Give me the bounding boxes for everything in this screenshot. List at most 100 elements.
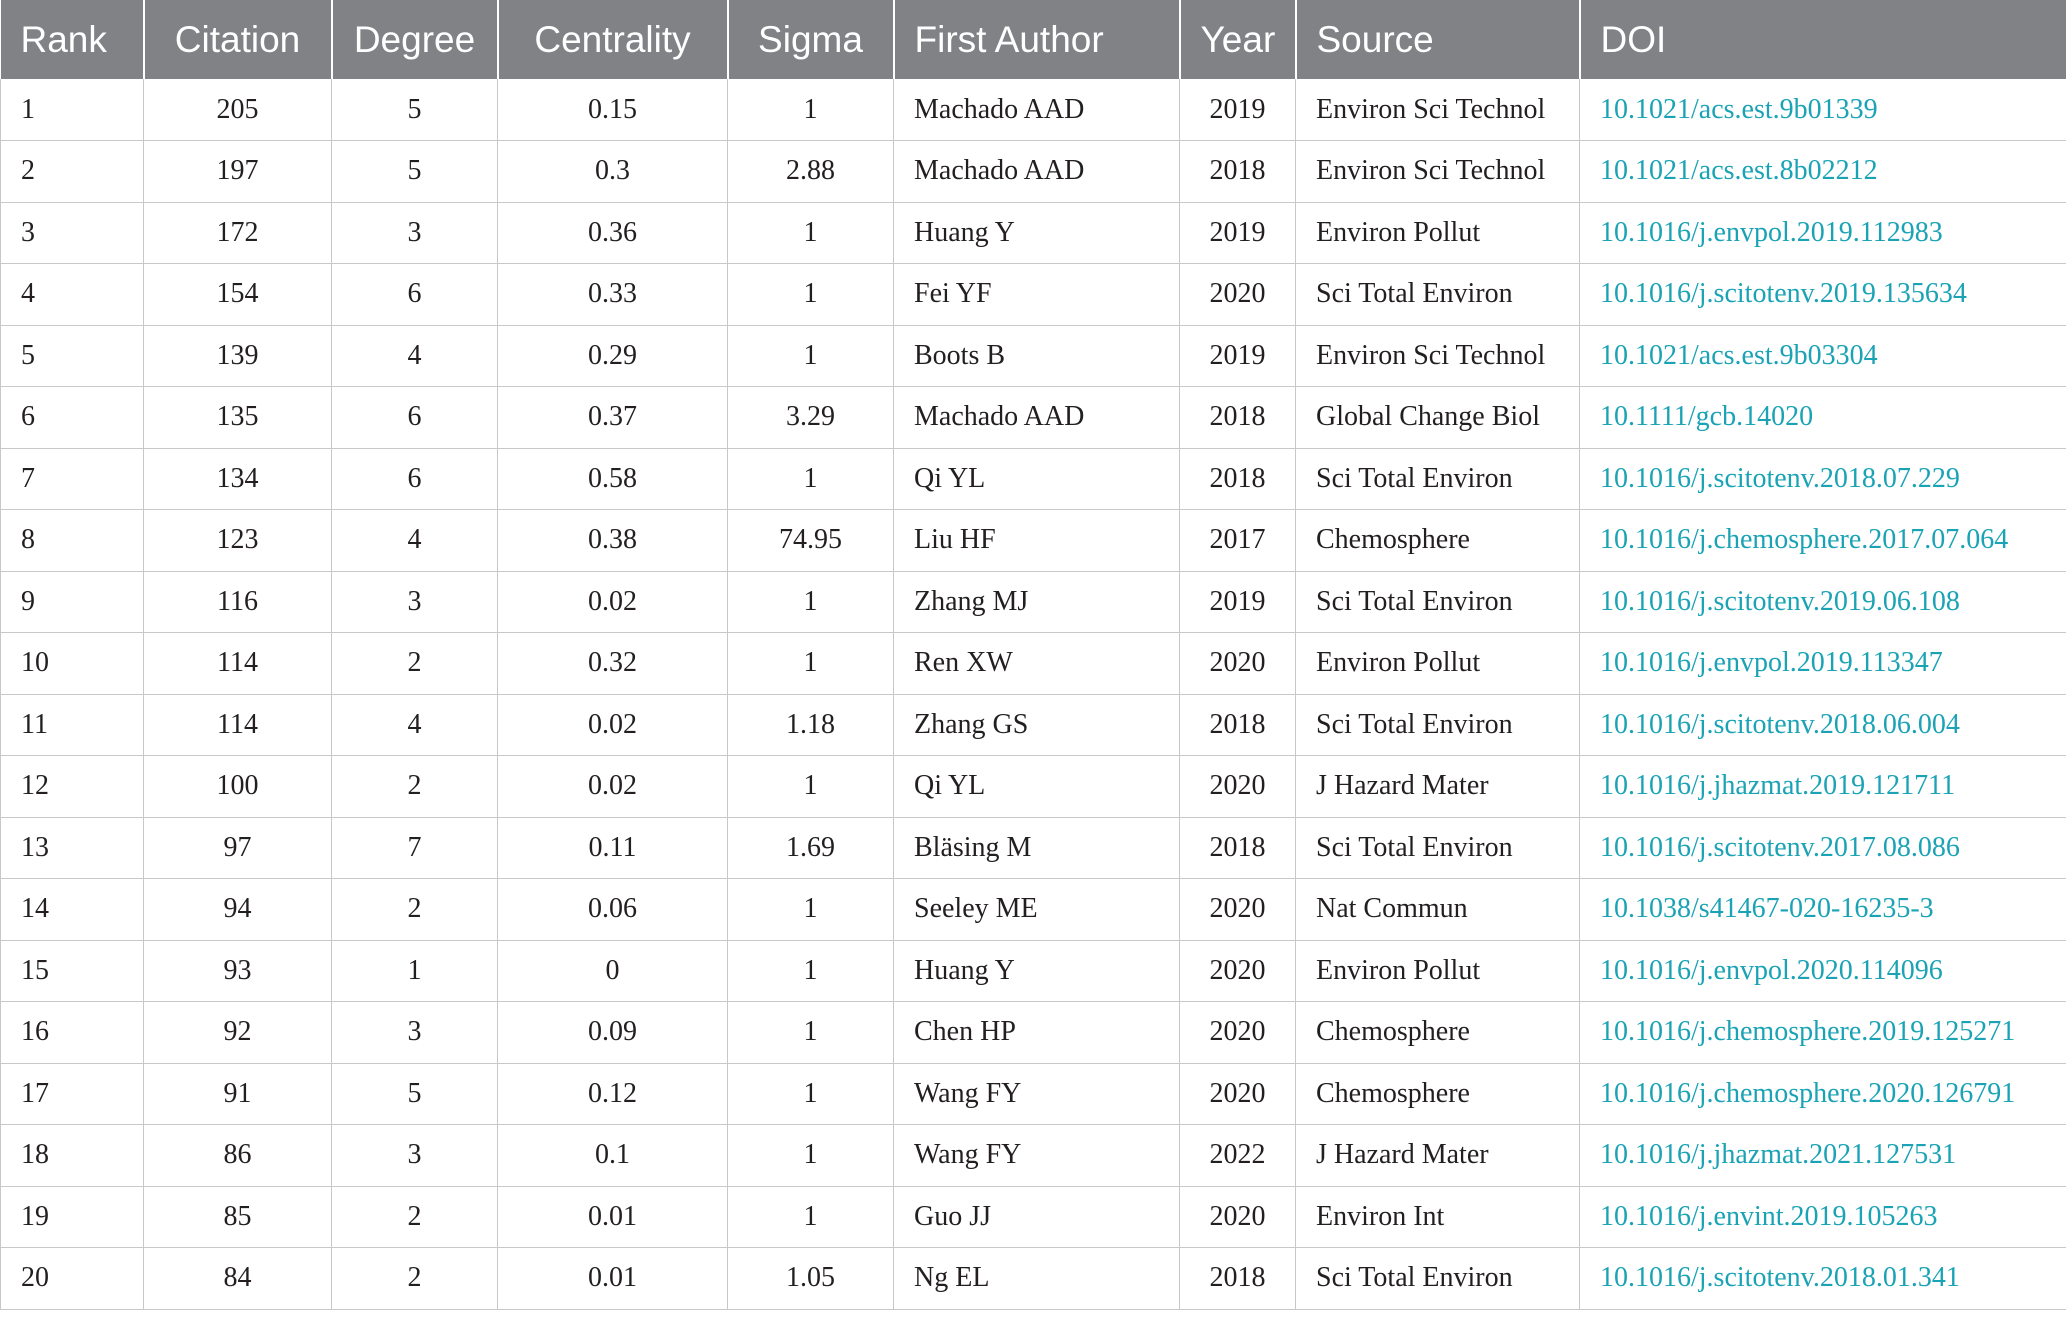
- cell-degree: 4: [331, 694, 498, 756]
- cell-year: 2018: [1179, 817, 1296, 879]
- cell-first-author: Huang Y: [893, 940, 1180, 1002]
- cell-centrality: 0.33: [497, 263, 728, 326]
- cell-first-author: Machado AAD: [893, 79, 1180, 141]
- cell-year: 2020: [1179, 1063, 1296, 1125]
- cell-first-author: Ng EL: [893, 1247, 1180, 1310]
- doi-link[interactable]: 10.1021/acs.est.9b01339: [1579, 79, 2066, 141]
- cell-sigma: 1: [727, 940, 894, 1002]
- cell-citation: 197: [143, 140, 332, 203]
- cell-rank: 20: [0, 1247, 144, 1310]
- cell-rank: 16: [0, 1001, 144, 1064]
- cell-rank: 11: [0, 694, 144, 756]
- cell-centrality: 0.02: [497, 694, 728, 756]
- doi-link[interactable]: 10.1016/j.scitotenv.2018.06.004: [1579, 694, 2066, 756]
- doi-link[interactable]: 10.1016/j.envpol.2019.113347: [1579, 632, 2066, 695]
- doi-link[interactable]: 10.1016/j.chemosphere.2017.07.064: [1579, 509, 2066, 572]
- table-row: 7 134 6 0.58 1 Qi YL 2018 Sci Total Environ 10.1…: [0, 448, 2066, 510]
- cell-degree: 7: [331, 817, 498, 879]
- cell-first-author: Machado AAD: [893, 140, 1180, 203]
- table-row: 10 114 2 0.32 1 Ren XW 2020 Environ Pollut 10.10…: [0, 632, 2066, 695]
- cell-year: 2020: [1179, 755, 1296, 818]
- cell-source: Chemosphere: [1295, 1063, 1580, 1125]
- cell-citation: 134: [143, 448, 332, 510]
- doi-link[interactable]: 10.1016/j.scitotenv.2019.06.108: [1579, 571, 2066, 633]
- cell-citation: 205: [143, 79, 332, 141]
- doi-link[interactable]: 10.1016/j.jhazmat.2019.121711: [1579, 755, 2066, 818]
- cell-source: Environ Sci Technol: [1295, 140, 1580, 203]
- cell-year: 2020: [1179, 1186, 1296, 1248]
- cell-citation: 86: [143, 1124, 332, 1187]
- cell-sigma: 2.88: [727, 140, 894, 203]
- cell-rank: 2: [0, 140, 144, 203]
- cell-rank: 10: [0, 632, 144, 695]
- cell-citation: 123: [143, 509, 332, 572]
- cell-rank: 1: [0, 79, 144, 141]
- cell-sigma: 1: [727, 571, 894, 633]
- doi-link[interactable]: 10.1111/gcb.14020: [1579, 386, 2066, 449]
- cell-citation: 84: [143, 1247, 332, 1310]
- cell-source: Environ Pollut: [1295, 202, 1580, 264]
- cell-source: Sci Total Environ: [1295, 571, 1580, 633]
- header-source: Source: [1295, 0, 1581, 79]
- table-row: 11 114 4 0.02 1.18 Zhang GS 2018 Sci Total Envi…: [0, 694, 2066, 756]
- cell-rank: 3: [0, 202, 144, 264]
- cell-degree: 3: [331, 571, 498, 633]
- cell-degree: 6: [331, 263, 498, 326]
- cell-first-author: Boots B: [893, 325, 1180, 387]
- doi-link[interactable]: 10.1016/j.scitotenv.2018.01.341: [1579, 1247, 2066, 1310]
- doi-link[interactable]: 10.1021/acs.est.9b03304: [1579, 325, 2066, 387]
- doi-link[interactable]: 10.1038/s41467-020-16235-3: [1579, 878, 2066, 941]
- table-row: 15 93 1 0 1 Huang Y 2020 Environ Pollut 10.1016/…: [0, 940, 2066, 1002]
- doi-link[interactable]: 10.1016/j.chemosphere.2020.126791: [1579, 1063, 2066, 1125]
- table-row: 1 205 5 0.15 1 Machado AAD 2019 Environ Sci Tec…: [0, 79, 2066, 141]
- cell-sigma: 1.18: [727, 694, 894, 756]
- doi-link[interactable]: 10.1021/acs.est.8b02212: [1579, 140, 2066, 203]
- cell-first-author: Wang FY: [893, 1063, 1180, 1125]
- cell-centrality: 0.11: [497, 817, 728, 879]
- cell-first-author: Wang FY: [893, 1124, 1180, 1187]
- cell-rank: 12: [0, 755, 144, 818]
- cell-centrality: 0.1: [497, 1124, 728, 1187]
- cell-sigma: 1: [727, 878, 894, 941]
- doi-link[interactable]: 10.1016/j.envpol.2019.112983: [1579, 202, 2066, 264]
- cell-year: 2022: [1179, 1124, 1296, 1187]
- cell-degree: 3: [331, 202, 498, 264]
- cell-citation: 85: [143, 1186, 332, 1248]
- cell-centrality: 0.01: [497, 1247, 728, 1310]
- cell-citation: 97: [143, 817, 332, 879]
- cell-source: Environ Sci Technol: [1295, 325, 1580, 387]
- doi-link[interactable]: 10.1016/j.scitotenv.2017.08.086: [1579, 817, 2066, 879]
- cell-first-author: Zhang GS: [893, 694, 1180, 756]
- doi-link[interactable]: 10.1016/j.envint.2019.105263: [1579, 1186, 2066, 1248]
- cell-source: Nat Commun: [1295, 878, 1580, 941]
- doi-link[interactable]: 10.1016/j.envpol.2020.114096: [1579, 940, 2066, 1002]
- cell-sigma: 1: [727, 325, 894, 387]
- cell-rank: 6: [0, 386, 144, 449]
- cell-rank: 9: [0, 571, 144, 633]
- cell-sigma: 74.95: [727, 509, 894, 572]
- cell-citation: 91: [143, 1063, 332, 1125]
- cell-centrality: 0.3: [497, 140, 728, 203]
- cell-rank: 17: [0, 1063, 144, 1125]
- header-degree: Degree: [331, 0, 499, 79]
- header-citation: Citation: [143, 0, 333, 79]
- cell-first-author: Zhang MJ: [893, 571, 1180, 633]
- cell-citation: 94: [143, 878, 332, 941]
- header-first-author: First Author: [893, 0, 1181, 79]
- cell-citation: 114: [143, 632, 332, 695]
- cell-degree: 4: [331, 509, 498, 572]
- cell-source: Global Change Biol: [1295, 386, 1580, 449]
- cell-sigma: 1.05: [727, 1247, 894, 1310]
- table-row: 18 86 3 0.1 1 Wang FY 2022 J Hazard Mater 10.101…: [0, 1124, 2066, 1187]
- cell-source: Chemosphere: [1295, 1001, 1580, 1064]
- table-row: 14 94 2 0.06 1 Seeley ME 2020 Nat Commun 10.1038…: [0, 878, 2066, 941]
- doi-link[interactable]: 10.1016/j.scitotenv.2018.07.229: [1579, 448, 2066, 510]
- doi-link[interactable]: 10.1016/j.chemosphere.2019.125271: [1579, 1001, 2066, 1064]
- cell-source: Sci Total Environ: [1295, 448, 1580, 510]
- doi-link[interactable]: 10.1016/j.jhazmat.2021.127531: [1579, 1124, 2066, 1187]
- cell-citation: 116: [143, 571, 332, 633]
- doi-link[interactable]: 10.1016/j.scitotenv.2019.135634: [1579, 263, 2066, 326]
- cell-year: 2019: [1179, 79, 1296, 141]
- cell-rank: 4: [0, 263, 144, 326]
- cell-source: Chemosphere: [1295, 509, 1580, 572]
